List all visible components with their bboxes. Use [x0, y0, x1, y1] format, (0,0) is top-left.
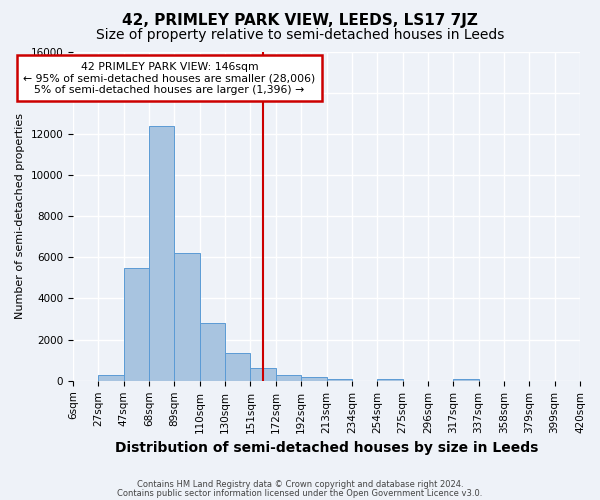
Bar — [175, 253, 200, 381]
Bar — [250, 368, 276, 381]
Bar — [301, 378, 326, 381]
Text: 42, PRIMLEY PARK VIEW, LEEDS, LS17 7JZ: 42, PRIMLEY PARK VIEW, LEEDS, LS17 7JZ — [122, 12, 478, 28]
Bar — [200, 323, 225, 381]
Bar — [225, 353, 250, 381]
Bar — [98, 374, 124, 381]
Bar — [326, 379, 352, 381]
Bar — [453, 379, 479, 381]
Text: Contains public sector information licensed under the Open Government Licence v3: Contains public sector information licen… — [118, 488, 482, 498]
Bar — [124, 268, 149, 381]
Bar — [149, 126, 175, 381]
Text: Size of property relative to semi-detached houses in Leeds: Size of property relative to semi-detach… — [96, 28, 504, 42]
Y-axis label: Number of semi-detached properties: Number of semi-detached properties — [15, 113, 25, 319]
Text: Contains HM Land Registry data © Crown copyright and database right 2024.: Contains HM Land Registry data © Crown c… — [137, 480, 463, 489]
Bar — [276, 374, 301, 381]
X-axis label: Distribution of semi-detached houses by size in Leeds: Distribution of semi-detached houses by … — [115, 441, 538, 455]
Text: 42 PRIMLEY PARK VIEW: 146sqm
← 95% of semi-detached houses are smaller (28,006)
: 42 PRIMLEY PARK VIEW: 146sqm ← 95% of se… — [23, 62, 316, 95]
Bar — [377, 379, 403, 381]
